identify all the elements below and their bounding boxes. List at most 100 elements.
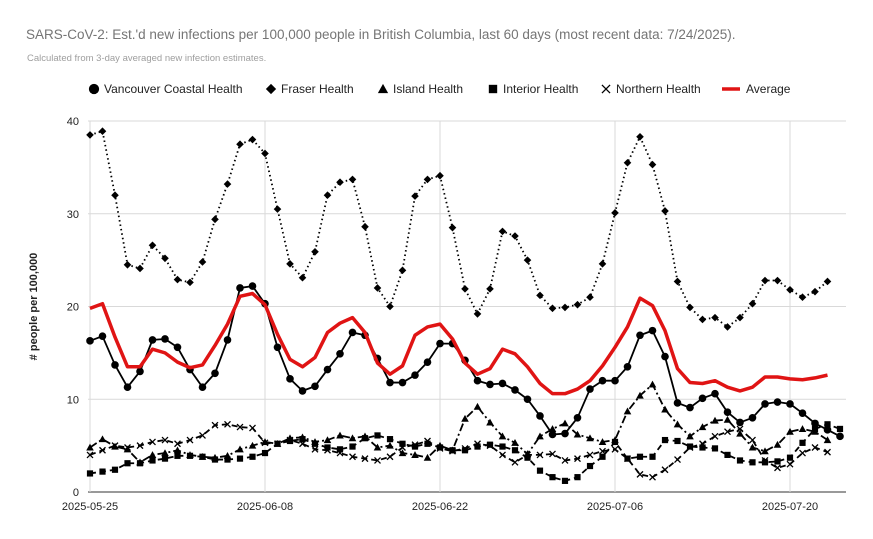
data-point [673, 420, 682, 428]
data-point [798, 409, 807, 417]
data-point [586, 293, 594, 302]
data-point [161, 254, 169, 263]
data-point [761, 276, 769, 285]
data-point [261, 149, 269, 158]
data-point [323, 436, 332, 444]
data-point [386, 378, 394, 387]
data-point [248, 441, 257, 449]
data-point [111, 361, 119, 369]
data-point [661, 352, 669, 361]
data-point [98, 332, 107, 340]
data-point [86, 443, 94, 451]
data-point [698, 423, 707, 431]
data-point [411, 451, 419, 458]
data-point [348, 175, 357, 184]
data-point [361, 455, 369, 463]
data-point [811, 419, 819, 428]
series-average [89, 291, 828, 396]
data-point [674, 456, 681, 463]
data-point [223, 452, 232, 459]
data-point [773, 276, 782, 285]
data-point [411, 443, 419, 450]
x-tick-label: 2025-05-25 [62, 501, 118, 513]
data-point [786, 400, 794, 408]
data-point [586, 434, 594, 442]
data-point [323, 191, 332, 199]
data-point [561, 429, 569, 438]
data-point [336, 446, 344, 453]
data-point [286, 434, 294, 442]
data-point [648, 380, 657, 388]
data-point [786, 286, 794, 294]
data-point [199, 431, 206, 439]
data-point [173, 446, 182, 454]
data-point [511, 232, 519, 240]
data-point [86, 337, 94, 345]
data-point [123, 260, 132, 269]
legend-item: Interior Health [488, 82, 578, 96]
data-point [311, 445, 319, 453]
series-fraser-health [86, 127, 832, 331]
data-point [461, 285, 469, 293]
data-point [473, 376, 482, 385]
data-point [486, 441, 494, 448]
data-point [673, 277, 682, 286]
data-point [549, 474, 556, 481]
series-island-health [86, 380, 832, 466]
data-point [273, 343, 282, 352]
data-point [636, 470, 644, 478]
data-point [286, 375, 294, 383]
data-point [99, 446, 106, 454]
data-point [161, 455, 169, 462]
legend-label: Fraser Health [281, 82, 354, 96]
legend-label: Northern Health [616, 82, 701, 96]
legend-label: Average [746, 82, 791, 96]
data-point [136, 458, 144, 466]
data-point [623, 362, 632, 371]
y-tick-label: 30 [67, 209, 79, 221]
data-point [598, 438, 607, 445]
data-point [774, 458, 781, 465]
data-point [573, 414, 582, 422]
data-point [211, 421, 219, 429]
data-point [111, 191, 119, 199]
data-point [724, 451, 731, 458]
data-point [536, 451, 544, 459]
chart-title: SARS-CoV-2: Est.'d new infections per 10… [26, 27, 736, 42]
data-point [436, 441, 444, 449]
data-point [411, 371, 419, 379]
data-point [361, 432, 369, 440]
data-point [811, 444, 819, 451]
data-point [173, 343, 182, 352]
data-point [761, 400, 769, 408]
data-point [611, 209, 619, 217]
data-point [98, 435, 107, 443]
data-point [649, 473, 656, 481]
y-tick-label: 0 [73, 487, 79, 499]
data-point [488, 84, 498, 94]
data-point [398, 449, 407, 457]
data-point [573, 430, 582, 438]
data-point [499, 451, 506, 459]
data-point [474, 443, 481, 450]
data-point [336, 431, 344, 439]
data-point [123, 383, 132, 391]
data-point [374, 432, 381, 439]
data-point [349, 443, 356, 450]
data-point [561, 303, 569, 312]
data-point [573, 300, 582, 309]
data-point [699, 444, 706, 451]
data-point [223, 180, 232, 188]
data-point [611, 445, 619, 453]
data-point [211, 369, 219, 378]
data-point [711, 416, 719, 424]
data-point [399, 440, 406, 447]
data-point [377, 83, 389, 94]
data-point [836, 432, 844, 441]
y-tick-label: 10 [67, 394, 79, 406]
data-point [574, 455, 581, 463]
data-point [461, 414, 469, 422]
data-point [224, 456, 231, 463]
data-point [598, 260, 607, 268]
data-point [436, 171, 444, 180]
